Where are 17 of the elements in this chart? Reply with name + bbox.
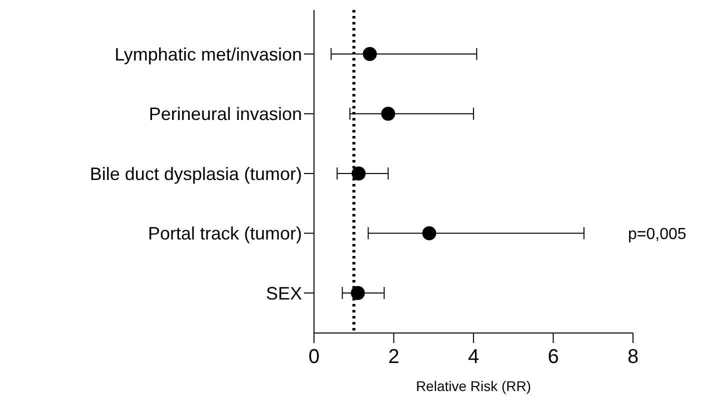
x-tick-label: 0: [308, 346, 320, 368]
x-tick-label: 8: [627, 346, 639, 368]
y-tick-label: Lymphatic met/invasion: [114, 44, 302, 64]
y-tick-label: Portal track (tumor): [148, 224, 302, 244]
annotation: p=0,005: [628, 226, 686, 243]
point: [362, 47, 377, 61]
x-axis-title: Relative Risk (RR): [416, 378, 532, 394]
x-tick-label: 2: [388, 346, 400, 368]
point: [422, 226, 436, 240]
y-tick-label: SEX: [266, 283, 302, 304]
x-tick-label: 6: [548, 346, 559, 368]
point: [381, 106, 396, 121]
point: [352, 166, 366, 180]
x-tick-label: 4: [468, 346, 480, 368]
point: [350, 286, 365, 300]
y-tick-label: Bile duct dysplasia (tumor): [90, 164, 302, 184]
y-tick-label: Perineural invasion: [148, 104, 302, 124]
